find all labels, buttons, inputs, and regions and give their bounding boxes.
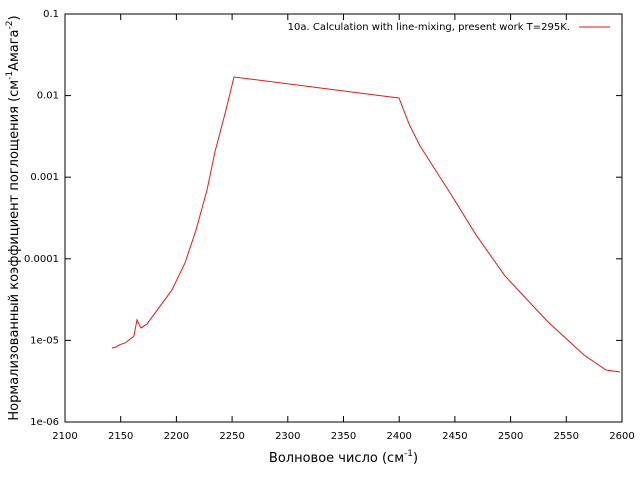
y-tick-label: 0.1 bbox=[43, 9, 59, 20]
y-axis-label-part: Амага bbox=[7, 29, 22, 70]
y-tick-label: 0.001 bbox=[30, 172, 59, 183]
x-tick-label: 2150 bbox=[108, 431, 133, 442]
x-tick-label: 2400 bbox=[386, 431, 411, 442]
x-tick-label: 2600 bbox=[609, 431, 634, 442]
y-tick-label: 0.01 bbox=[37, 91, 59, 102]
x-tick-label: 2300 bbox=[275, 431, 300, 442]
y-axis-label-part: -1 bbox=[5, 71, 15, 80]
y-axis-label-part: ) bbox=[7, 15, 22, 20]
y-axis-label: Нормализованный коэффициент поглощения (… bbox=[5, 15, 22, 420]
legend-label: 10a. Calculation with line-mixing, prese… bbox=[288, 22, 570, 33]
x-axis-label: Волновое число (см-1) bbox=[269, 449, 418, 466]
data-line bbox=[111, 76, 621, 373]
x-axis-label-part: Волновое число (см bbox=[269, 451, 404, 466]
x-tick-label: 2500 bbox=[498, 431, 523, 442]
y-axis-label-part: Нормализованный коэффициент поглощения (… bbox=[7, 80, 22, 421]
x-tick-label: 2200 bbox=[164, 431, 189, 442]
x-tick-label: 2250 bbox=[219, 431, 244, 442]
x-axis-label-part: -1 bbox=[404, 449, 413, 459]
x-axis-label-part: ) bbox=[413, 451, 418, 466]
y-tick-label: 1e-05 bbox=[30, 335, 59, 346]
x-tick-label: 2550 bbox=[554, 431, 579, 442]
y-axis-label-part: -2 bbox=[5, 20, 15, 29]
x-tick-label: 2100 bbox=[52, 431, 77, 442]
x-tick-label: 2350 bbox=[331, 431, 356, 442]
x-tick-label: 2450 bbox=[442, 431, 467, 442]
plot-frame bbox=[64, 13, 623, 423]
y-tick-label: 1e-06 bbox=[30, 417, 59, 428]
y-tick-label: 0.0001 bbox=[24, 254, 59, 265]
